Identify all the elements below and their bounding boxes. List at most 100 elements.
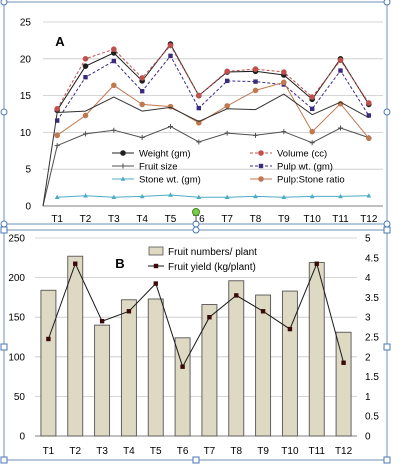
resize-handle[interactable] — [383, 456, 391, 464]
data-point-a — [224, 103, 230, 109]
yield-point-b — [287, 326, 293, 332]
bar[interactable] — [147, 298, 164, 437]
resize-handle[interactable] — [0, 343, 8, 351]
data-point-a — [366, 113, 372, 118]
x-tick-label-a: T9 — [278, 214, 290, 225]
resize-handle[interactable] — [0, 108, 8, 116]
bar[interactable] — [201, 304, 218, 437]
x-tick-label-a: T10 — [304, 214, 322, 225]
legend-label-a: Pulp wt. (gm) — [277, 162, 333, 173]
x-tick-label-b: T2 — [69, 446, 81, 457]
x-tick-label-a: T3 — [108, 214, 120, 225]
data-point-a — [83, 131, 88, 137]
panel-label-b: B — [115, 256, 124, 271]
data-point-a — [54, 118, 60, 123]
yield-point-b — [46, 336, 51, 342]
data-point-a — [309, 140, 315, 146]
bar[interactable] — [94, 324, 111, 437]
data-point-a — [83, 193, 88, 198]
bar[interactable] — [308, 262, 325, 437]
data-point-a — [338, 193, 343, 199]
resize-handle[interactable] — [383, 108, 391, 116]
bar[interactable] — [255, 294, 272, 437]
y-right-tick-label-b: 2 — [365, 352, 371, 363]
yield-point-b — [73, 261, 78, 266]
data-point-a — [139, 88, 145, 94]
x-tick-label-a: T11 — [332, 214, 349, 225]
yield-point-b — [314, 261, 319, 266]
x-tick-label-a: T7 — [221, 214, 233, 225]
bar[interactable] — [335, 331, 352, 437]
rotate-handle[interactable] — [192, 208, 200, 216]
bar[interactable] — [228, 280, 245, 437]
data-point-a — [338, 68, 343, 73]
data-point-a — [111, 58, 117, 64]
resize-handle[interactable] — [383, 0, 391, 6]
bar[interactable] — [40, 289, 57, 437]
x-tick-label-b: T5 — [150, 446, 162, 457]
data-point-a — [281, 79, 287, 86]
y-right-tick-label-b: 0.5 — [365, 412, 379, 423]
resize-handle[interactable] — [0, 226, 8, 234]
data-point-a — [224, 130, 230, 136]
data-point-a — [111, 82, 117, 89]
resize-handle[interactable] — [383, 226, 391, 234]
x-tick-label-a: T12 — [360, 214, 378, 225]
data-point-a — [252, 87, 259, 94]
panel-label-a: A — [55, 34, 65, 49]
x-tick-label-a: T4 — [136, 214, 148, 225]
bar[interactable] — [120, 299, 137, 437]
series-line-a — [56, 44, 370, 110]
legend-label-a: Pulp:Stone ratio — [277, 175, 345, 186]
legend-marker-a — [120, 163, 126, 169]
data-point-a — [196, 194, 202, 199]
resize-handle[interactable] — [192, 456, 200, 464]
series-line-a — [56, 54, 370, 121]
legend-marker-a — [120, 176, 126, 181]
series-line-a — [57, 194, 369, 198]
y-right-tick-label-b: 5 — [365, 234, 371, 245]
panel-a-frame[interactable] — [3, 1, 388, 225]
x-tick-label-b: T9 — [257, 446, 269, 457]
yield-point-b — [234, 293, 239, 298]
data-point-a — [139, 193, 145, 199]
bar[interactable] — [174, 337, 191, 437]
legend-marker-a — [120, 150, 126, 156]
data-point-a — [196, 120, 202, 126]
data-point-a — [366, 100, 372, 106]
series-line-a — [56, 81, 370, 139]
data-point-a — [139, 75, 145, 81]
legend-marker-a — [258, 150, 264, 156]
y-tick-label-a: 20 — [20, 54, 32, 65]
y-right-tick-label-b: 0 — [365, 432, 371, 443]
resize-handle[interactable] — [0, 0, 8, 6]
data-point-a — [54, 106, 60, 112]
resize-handle[interactable] — [383, 220, 391, 228]
bar[interactable] — [67, 255, 84, 437]
yield-point-b — [180, 364, 185, 369]
data-point-a — [224, 194, 230, 199]
series-line-a — [42, 93, 370, 207]
data-point-a — [111, 194, 117, 199]
x-tick-label-b: T12 — [335, 446, 353, 457]
resize-handle[interactable] — [0, 456, 8, 464]
data-point-a — [167, 42, 174, 49]
resize-handle[interactable] — [0, 220, 8, 228]
data-point-a — [309, 94, 315, 100]
data-point-a — [281, 69, 287, 75]
y-right-tick-label-b: 1.5 — [365, 372, 379, 383]
bar[interactable] — [281, 290, 298, 437]
legend-label-b: Fruit yield (kg/plant) — [168, 262, 256, 273]
data-point-a — [54, 132, 60, 139]
data-point-a — [196, 139, 202, 145]
data-point-a — [309, 193, 315, 199]
data-point-a — [366, 193, 372, 198]
x-tick-label-b: T10 — [281, 446, 299, 457]
data-point-a — [281, 194, 287, 199]
y-tick-label-a: 25 — [20, 18, 32, 29]
data-point-a — [82, 56, 89, 62]
resize-handle[interactable] — [383, 343, 391, 351]
x-tick-label-b: T1 — [43, 446, 55, 457]
legend-marker-b — [153, 263, 159, 269]
resize-handle[interactable] — [192, 226, 200, 234]
